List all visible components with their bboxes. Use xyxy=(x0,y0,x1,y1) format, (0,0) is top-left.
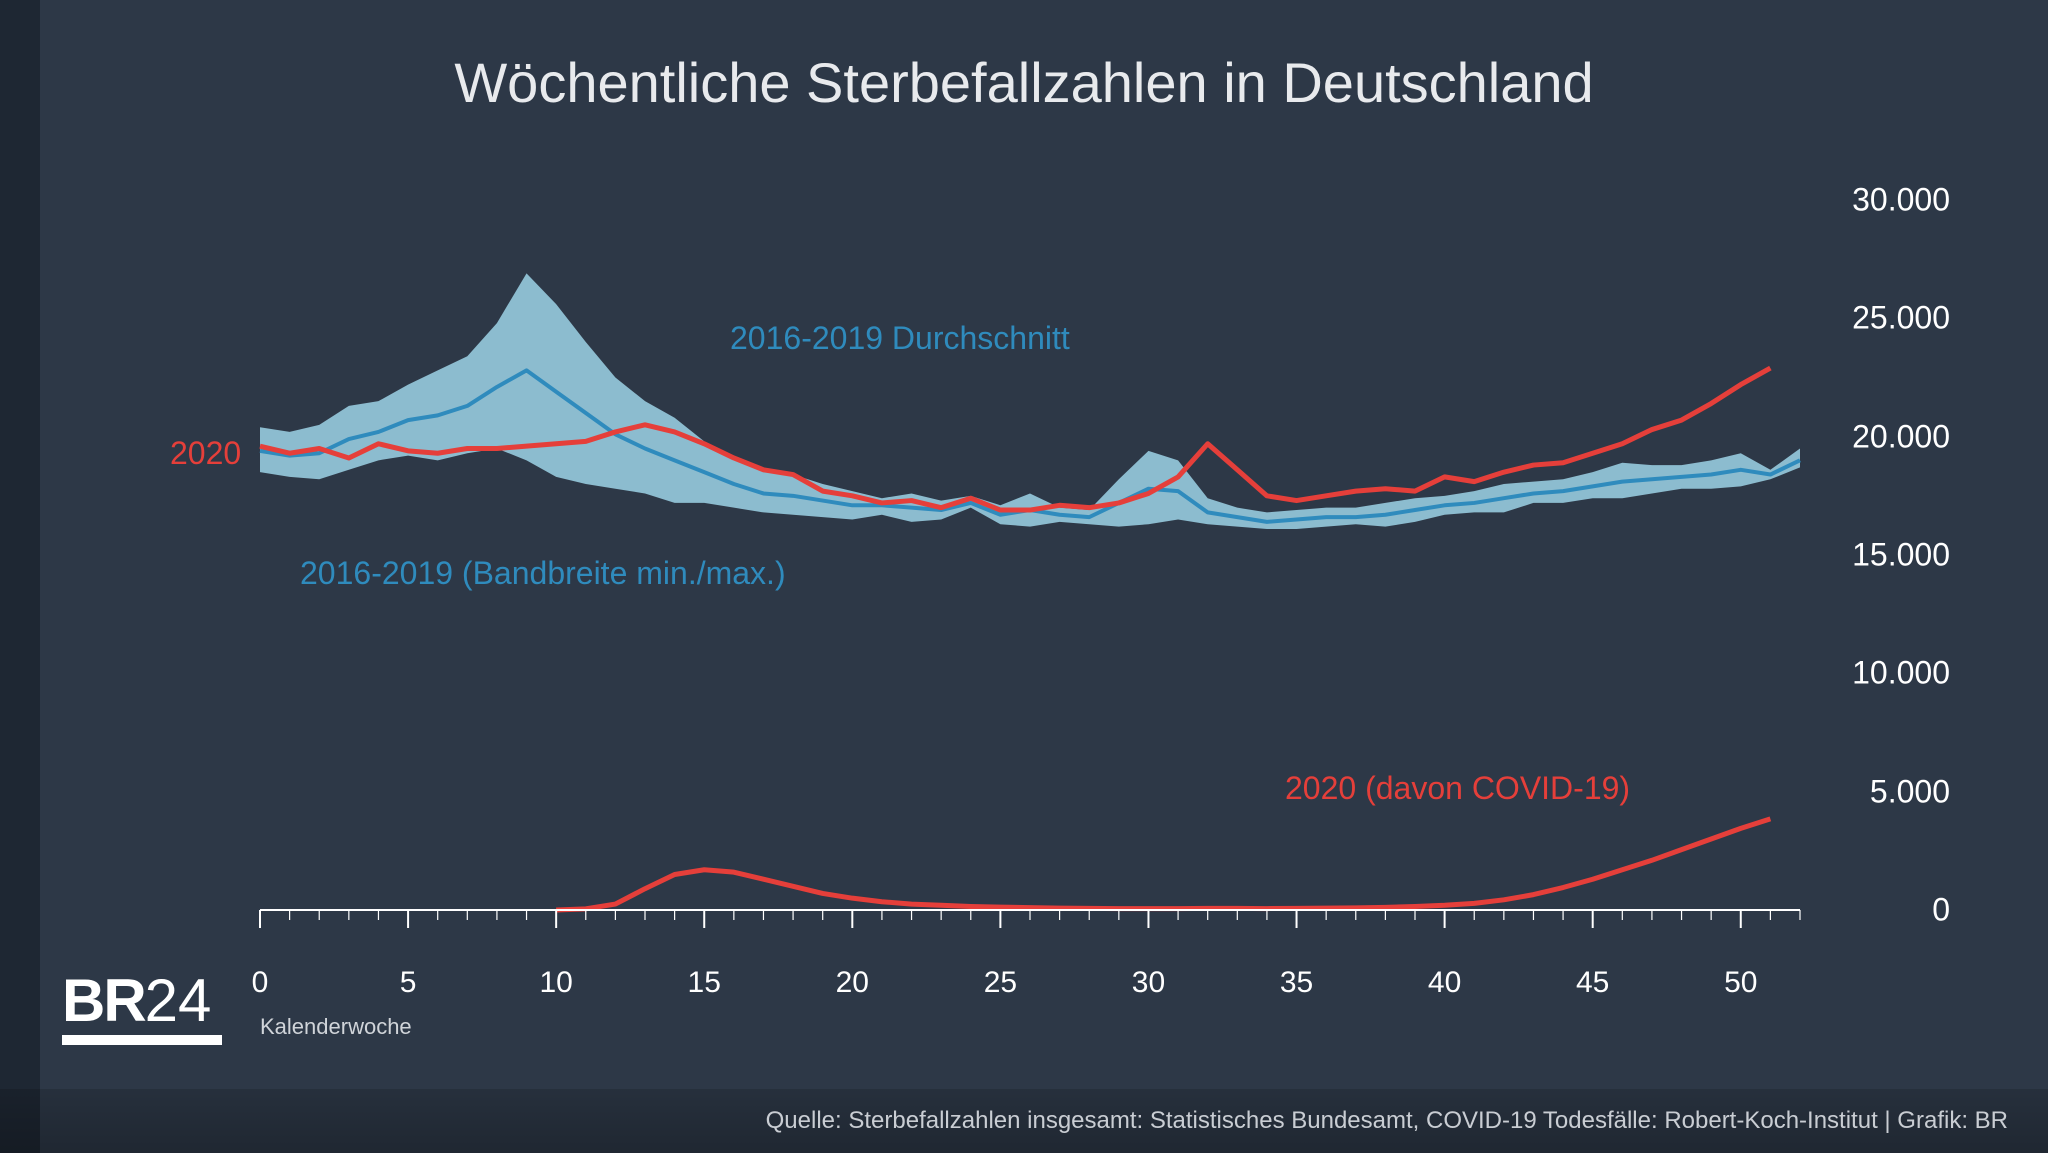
logo-br24: BR24 xyxy=(62,971,227,1071)
x-axis-label: 40 xyxy=(1428,966,1461,1000)
y-axis-label: 20.000 xyxy=(1852,418,1950,455)
logo-underline xyxy=(62,1035,222,1045)
x-axis-label: 0 xyxy=(252,966,269,1000)
footer-bar: Quelle: Sterbefallzahlen insgesamt: Stat… xyxy=(0,1089,2048,1153)
logo-text-br: BR xyxy=(62,967,145,1034)
annotation-covid: 2020 (davon COVID-19) xyxy=(1285,770,1630,807)
y-axis-label: 5.000 xyxy=(1870,773,1950,810)
x-axis-label: 10 xyxy=(539,966,572,1000)
x-axis-label: 5 xyxy=(400,966,417,1000)
x-axis-label: 35 xyxy=(1280,966,1313,1000)
x-axis-label: 15 xyxy=(688,966,721,1000)
y-axis-label: 15.000 xyxy=(1852,537,1950,574)
y-axis-label: 10.000 xyxy=(1852,655,1950,692)
footer-text: Quelle: Sterbefallzahlen insgesamt: Stat… xyxy=(766,1107,2008,1135)
y-axis-label: 0 xyxy=(1932,892,1950,929)
x-axis-caption: Kalenderwoche xyxy=(260,1014,412,1040)
annotation-band: 2016-2019 (Bandbreite min./max.) xyxy=(300,555,786,592)
logo-text-24: 24 xyxy=(145,967,212,1034)
x-axis-label: 20 xyxy=(836,966,869,1000)
line-covid xyxy=(556,819,1770,910)
y-axis-label: 30.000 xyxy=(1852,182,1950,219)
y-axis-label: 25.000 xyxy=(1852,300,1950,337)
x-axis-label: 50 xyxy=(1724,966,1757,1000)
left-frame-bar xyxy=(0,0,40,1153)
annotation-avg: 2016-2019 Durchschnitt xyxy=(730,320,1070,357)
x-axis-label: 25 xyxy=(984,966,1017,1000)
x-axis-label: 30 xyxy=(1132,966,1165,1000)
chart-area: 05.00010.00015.00020.00025.00030.000 051… xyxy=(260,200,1820,950)
chart-title: Wöchentliche Sterbefallzahlen in Deutsch… xyxy=(0,50,2048,115)
annotation-2020: 2020 xyxy=(170,435,241,472)
x-axis-label: 45 xyxy=(1576,966,1609,1000)
